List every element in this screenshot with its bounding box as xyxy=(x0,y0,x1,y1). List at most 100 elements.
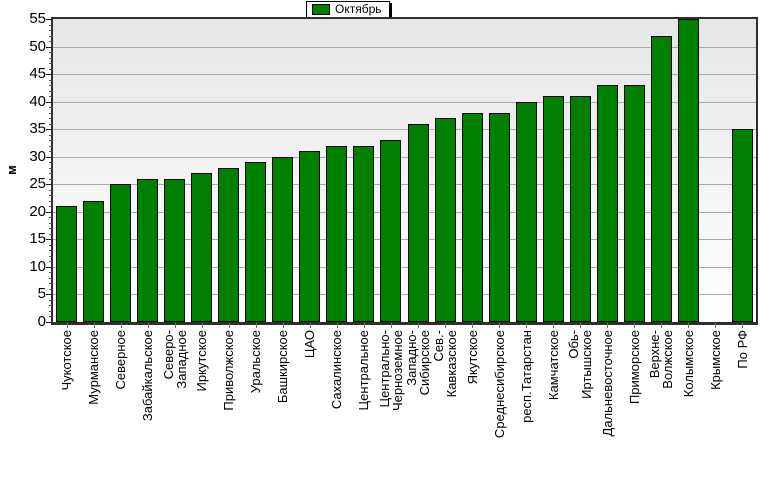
x-label: Иркутское xyxy=(194,330,209,392)
y-tick-label: 5 xyxy=(37,285,46,302)
y-axis-minor-tick xyxy=(49,272,52,273)
y-axis-minor-tick xyxy=(49,228,52,229)
x-axis-tick xyxy=(445,323,446,328)
x-axis-tick xyxy=(634,323,635,328)
x-axis-tick xyxy=(742,323,743,328)
y-axis-minor-tick xyxy=(49,162,52,163)
bar xyxy=(56,206,77,322)
bar xyxy=(597,85,618,322)
y-tick-label: 40 xyxy=(29,93,46,110)
y-axis-tick xyxy=(46,267,51,268)
x-axis-tick xyxy=(526,323,527,328)
x-label: Башкирское xyxy=(275,330,290,404)
legend-swatch xyxy=(312,4,330,15)
x-axis-tick xyxy=(661,323,662,328)
y-axis-minor-tick xyxy=(49,190,52,191)
x-label: Дальневосточное xyxy=(600,330,615,437)
x-axis-tick xyxy=(715,323,716,328)
x-label: Уральское xyxy=(248,330,263,394)
x-label: Западное xyxy=(174,330,189,389)
bar xyxy=(83,201,104,322)
bar xyxy=(245,162,266,322)
y-axis-minor-tick xyxy=(49,140,52,141)
bar xyxy=(218,168,239,322)
bar xyxy=(624,85,645,322)
y-axis-minor-tick xyxy=(49,58,52,59)
y-axis-minor-tick xyxy=(49,283,52,284)
x-axis-tick xyxy=(688,323,689,328)
x-axis-tick xyxy=(94,323,95,328)
y-axis-tick xyxy=(46,294,51,295)
bar xyxy=(380,140,401,322)
x-axis-tick xyxy=(310,323,311,328)
x-label: Центральное xyxy=(356,330,371,411)
bar xyxy=(353,146,374,322)
bar xyxy=(678,19,699,322)
x-axis-tick xyxy=(229,323,230,328)
bar xyxy=(191,173,212,322)
gridline xyxy=(53,157,756,158)
gridline xyxy=(53,212,756,213)
x-label: ЦАО xyxy=(302,330,317,359)
y-axis-tick xyxy=(46,129,51,130)
x-label: Северное xyxy=(113,330,128,390)
y-axis-minor-tick xyxy=(49,300,52,301)
y-axis-minor-tick xyxy=(49,168,52,169)
y-axis-tick xyxy=(46,157,51,158)
x-axis-tick xyxy=(391,323,392,328)
x-label: Приволжское xyxy=(221,330,236,411)
y-axis-minor-tick xyxy=(49,124,52,125)
y-axis-minor-tick xyxy=(49,52,52,53)
bar xyxy=(137,179,158,322)
y-axis-minor-tick xyxy=(49,30,52,31)
x-label: Волжское xyxy=(660,330,675,389)
x-label: Иртышское xyxy=(579,330,594,399)
x-axis-tick xyxy=(175,323,176,328)
x-label: Камчатское xyxy=(546,330,561,401)
x-label: Сахалинское xyxy=(329,330,344,410)
y-axis-minor-tick xyxy=(49,146,52,147)
y-axis-minor-tick xyxy=(49,113,52,114)
gridline xyxy=(53,184,756,185)
y-axis-tick xyxy=(46,19,51,20)
y-axis-tick xyxy=(46,184,51,185)
bar xyxy=(164,179,185,322)
gridline xyxy=(53,47,756,48)
bar xyxy=(732,129,753,322)
y-axis-minor-tick xyxy=(49,195,52,196)
gridline xyxy=(53,294,756,295)
y-axis-minor-tick xyxy=(49,151,52,152)
x-axis-tick xyxy=(337,323,338,328)
y-axis-minor-tick xyxy=(49,135,52,136)
bar xyxy=(408,124,429,322)
y-axis-minor-tick xyxy=(49,234,52,235)
y-axis-minor-tick xyxy=(49,217,52,218)
y-axis-minor-tick xyxy=(49,261,52,262)
y-axis-minor-tick xyxy=(49,201,52,202)
y-axis-minor-tick xyxy=(49,91,52,92)
y-tick-label: 35 xyxy=(29,120,46,137)
y-axis-minor-tick xyxy=(49,63,52,64)
y-axis-minor-tick xyxy=(49,25,52,26)
x-axis-tick xyxy=(202,323,203,328)
bar xyxy=(110,184,131,322)
y-tick-label: 10 xyxy=(29,258,46,275)
y-tick-label: 0 xyxy=(37,313,46,330)
y-tick-label: 20 xyxy=(29,203,46,220)
y-axis-minor-tick xyxy=(49,206,52,207)
x-axis-tick xyxy=(256,323,257,328)
x-label: Крымское xyxy=(708,330,723,390)
x-axis-tick xyxy=(283,323,284,328)
y-axis-minor-tick xyxy=(49,85,52,86)
bar xyxy=(435,118,456,322)
y-axis-tick xyxy=(46,322,51,323)
y-axis-minor-tick xyxy=(49,69,52,70)
gridline xyxy=(53,267,756,268)
y-tick-label: 50 xyxy=(29,38,46,55)
y-axis-minor-tick xyxy=(49,36,52,37)
x-axis-tick xyxy=(553,323,554,328)
x-label: Черноземное xyxy=(390,330,405,412)
y-axis-minor-tick xyxy=(49,245,52,246)
x-label: По РФ xyxy=(735,330,750,369)
x-axis-tick xyxy=(472,323,473,328)
